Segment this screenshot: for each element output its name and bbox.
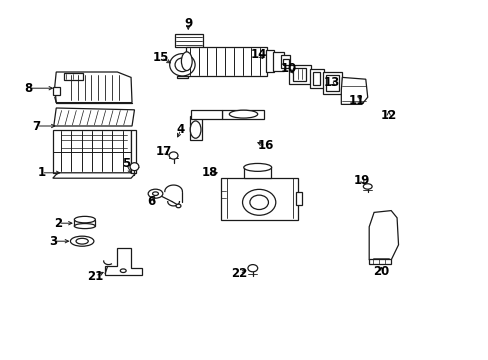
Ellipse shape	[169, 152, 178, 159]
Text: 15: 15	[153, 51, 169, 64]
Polygon shape	[368, 211, 398, 260]
Text: 5: 5	[122, 157, 130, 170]
Polygon shape	[185, 47, 266, 76]
Polygon shape	[189, 116, 202, 140]
Polygon shape	[282, 59, 288, 65]
Polygon shape	[53, 87, 60, 95]
Polygon shape	[105, 248, 142, 275]
Text: 6: 6	[147, 195, 155, 208]
Text: 14: 14	[250, 48, 267, 61]
Text: 16: 16	[257, 139, 273, 152]
Ellipse shape	[175, 58, 189, 72]
Text: 11: 11	[348, 94, 365, 107]
Ellipse shape	[120, 269, 126, 273]
Polygon shape	[265, 50, 273, 72]
Ellipse shape	[148, 189, 163, 198]
Text: 17: 17	[155, 145, 172, 158]
Text: 12: 12	[380, 109, 396, 122]
Polygon shape	[222, 110, 264, 119]
Polygon shape	[272, 52, 283, 71]
Ellipse shape	[152, 192, 158, 195]
Ellipse shape	[363, 184, 371, 189]
Polygon shape	[281, 55, 289, 68]
Polygon shape	[325, 75, 339, 91]
Polygon shape	[221, 178, 298, 220]
Ellipse shape	[130, 163, 139, 171]
Polygon shape	[177, 76, 187, 78]
Polygon shape	[368, 259, 390, 264]
Ellipse shape	[242, 189, 275, 215]
Polygon shape	[322, 72, 342, 94]
Polygon shape	[54, 108, 134, 126]
Text: 4: 4	[177, 123, 184, 136]
Polygon shape	[53, 173, 136, 178]
Polygon shape	[341, 77, 367, 104]
Polygon shape	[309, 69, 323, 88]
Text: 7: 7	[33, 120, 41, 132]
Polygon shape	[295, 192, 302, 205]
Text: 19: 19	[353, 174, 369, 186]
Polygon shape	[190, 110, 222, 119]
Polygon shape	[175, 34, 203, 47]
Text: 10: 10	[280, 62, 296, 75]
Text: 20: 20	[372, 265, 389, 278]
Text: 9: 9	[184, 17, 192, 30]
Text: 21: 21	[87, 270, 103, 283]
Polygon shape	[243, 167, 271, 178]
Polygon shape	[293, 68, 305, 81]
Ellipse shape	[229, 110, 257, 118]
Ellipse shape	[74, 224, 95, 229]
Ellipse shape	[76, 238, 88, 244]
Ellipse shape	[247, 265, 257, 272]
Ellipse shape	[249, 195, 268, 210]
Text: 1: 1	[38, 166, 45, 179]
Polygon shape	[74, 220, 95, 226]
Polygon shape	[289, 65, 310, 84]
Polygon shape	[55, 72, 132, 103]
Polygon shape	[131, 130, 136, 173]
Polygon shape	[53, 130, 131, 173]
Text: 22: 22	[231, 267, 247, 280]
Text: 8: 8	[24, 82, 32, 95]
Ellipse shape	[169, 54, 195, 76]
Text: 3: 3	[49, 235, 57, 248]
Text: 2: 2	[55, 217, 62, 230]
Text: 13: 13	[323, 76, 339, 89]
Ellipse shape	[74, 216, 95, 223]
Ellipse shape	[243, 163, 271, 171]
Ellipse shape	[176, 204, 181, 208]
Ellipse shape	[70, 236, 94, 246]
Text: 18: 18	[202, 166, 218, 179]
Polygon shape	[63, 73, 83, 80]
Ellipse shape	[181, 52, 192, 71]
Polygon shape	[313, 72, 319, 85]
Ellipse shape	[190, 121, 201, 138]
